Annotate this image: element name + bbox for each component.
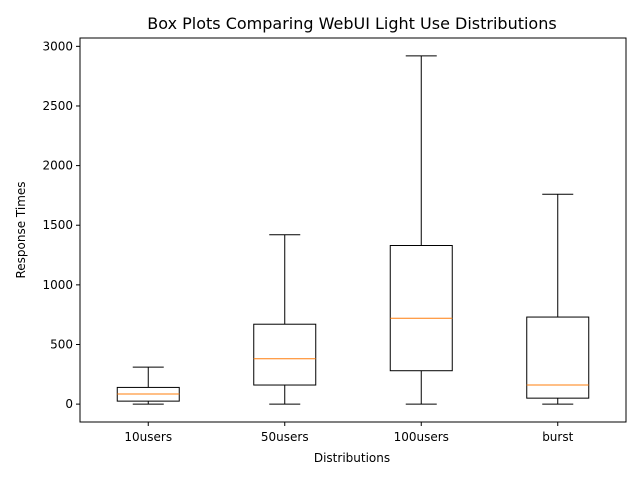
y-tick-label: 0 [65,397,73,411]
axes-frame [79,37,627,423]
x-axis-label: Distributions [314,451,390,465]
box-100users [389,245,453,372]
x-tick-label: 10users [124,430,172,444]
x-tick-label: 100users [394,430,449,444]
x-tick-label: 50users [261,430,309,444]
y-tick-label: 2500 [42,99,73,113]
y-tick-label: 2000 [42,159,73,173]
y-tick-label: 3000 [42,39,73,53]
plot-area: 0 500 1000 1500 2000 2500 3000 10users 50users 10… [42,37,627,444]
y-tick-label: 1000 [42,278,73,292]
chart-title: Box Plots Comparing WebUI Light Use Dist… [147,14,556,33]
y-tick-label: 500 [50,337,73,351]
box-burst [526,316,590,399]
box-50users [253,323,317,386]
y-axis-label: Response Times [14,181,28,278]
y-tick-label: 1500 [42,218,73,232]
x-tick-label: burst [542,430,573,444]
